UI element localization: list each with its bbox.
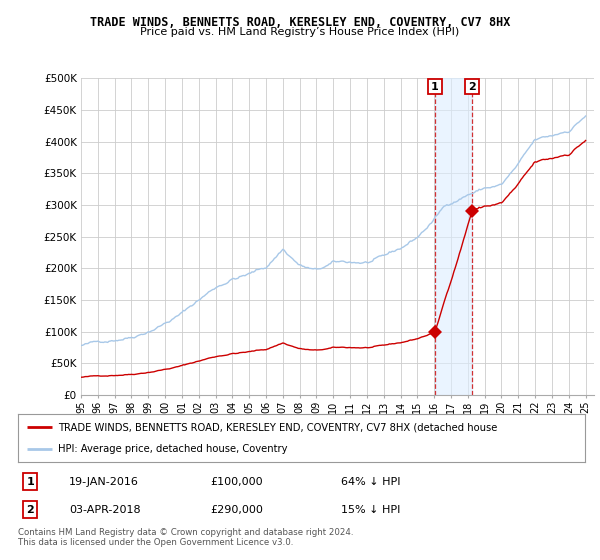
Text: Price paid vs. HM Land Registry’s House Price Index (HPI): Price paid vs. HM Land Registry’s House … — [140, 27, 460, 37]
Bar — [435, 78, 472, 395]
Text: 64% ↓ HPI: 64% ↓ HPI — [341, 477, 401, 487]
Text: 2: 2 — [26, 505, 34, 515]
Text: £100,000: £100,000 — [211, 477, 263, 487]
Text: Contains HM Land Registry data © Crown copyright and database right 2024.
This d: Contains HM Land Registry data © Crown c… — [18, 528, 353, 548]
Text: 19-JAN-2016: 19-JAN-2016 — [69, 477, 139, 487]
Text: HPI: Average price, detached house, Coventry: HPI: Average price, detached house, Cove… — [58, 444, 287, 454]
Text: 15% ↓ HPI: 15% ↓ HPI — [341, 505, 401, 515]
Text: 1: 1 — [431, 82, 439, 92]
Text: TRADE WINDS, BENNETTS ROAD, KERESLEY END, COVENTRY, CV7 8HX (detached house: TRADE WINDS, BENNETTS ROAD, KERESLEY END… — [58, 422, 497, 432]
Text: 1: 1 — [26, 477, 34, 487]
Text: TRADE WINDS, BENNETTS ROAD, KERESLEY END, COVENTRY, CV7 8HX: TRADE WINDS, BENNETTS ROAD, KERESLEY END… — [90, 16, 510, 29]
Text: 03-APR-2018: 03-APR-2018 — [69, 505, 140, 515]
Text: £290,000: £290,000 — [211, 505, 263, 515]
Text: 2: 2 — [468, 82, 476, 92]
